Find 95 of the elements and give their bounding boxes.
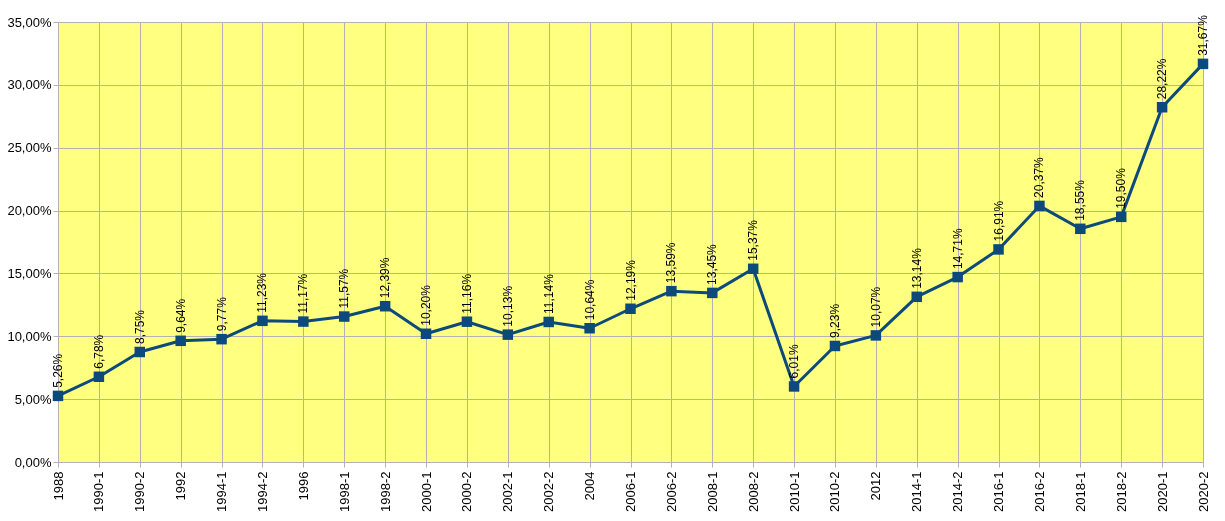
x-tick-label: 1998-2: [377, 471, 393, 512]
data-label: 11,23%: [255, 272, 270, 313]
y-tick-label: 25,00%: [7, 140, 52, 156]
x-tick-label: 1994-2: [254, 471, 270, 512]
x-tick-label: 2008-1: [704, 471, 720, 512]
x-tick-label: 2020-2: [1195, 471, 1211, 512]
point: [666, 285, 677, 297]
point: [707, 287, 718, 299]
x-tick-label: 2002-2: [541, 471, 557, 512]
data-label: 9,23%: [827, 303, 842, 338]
x-tick-label: 1988: [50, 471, 66, 501]
y-tick-label: 0,00%: [14, 454, 52, 470]
x-tick-label: 1996: [295, 471, 311, 501]
point: [625, 303, 636, 314]
x-tick-label: 2008-2: [745, 471, 761, 512]
x-tick-label: 2004: [582, 471, 598, 501]
data-label: 20,37%: [1032, 156, 1047, 198]
point: [1075, 223, 1086, 235]
data-label: 12,39%: [378, 257, 393, 299]
data-label: 18,55%: [1073, 179, 1088, 221]
x-tick-label: 2002-1: [500, 471, 516, 512]
point: [93, 371, 105, 383]
x-tick-label: 2016-1: [991, 471, 1007, 512]
point: [1034, 200, 1045, 212]
point: [1156, 101, 1168, 113]
x-tick-label: 2010-2: [827, 471, 843, 512]
point: [216, 333, 227, 345]
y-tick-label: 15,00%: [7, 265, 52, 281]
data-label: 9,77%: [214, 296, 229, 332]
point: [461, 316, 473, 327]
point: [175, 335, 186, 347]
point: [134, 346, 146, 358]
y-tick-label: 5,00%: [14, 391, 52, 407]
data-label: 8,75%: [132, 309, 147, 344]
point: [420, 328, 432, 340]
x-tick-label: 2010-1: [786, 471, 802, 512]
point: [747, 263, 759, 275]
data-label: 6,01%: [787, 344, 802, 379]
data-label: 10,64%: [582, 279, 597, 321]
data-label: 12,19%: [623, 259, 638, 301]
x-tick-label: 2006-2: [663, 471, 679, 512]
point: [1197, 58, 1209, 70]
x-tick-label: 2018-1: [1072, 471, 1088, 512]
data-label: 13,14%: [909, 247, 924, 289]
point: [584, 323, 595, 334]
data-label: 10,07%: [868, 286, 883, 328]
point: [952, 271, 963, 283]
point: [1115, 211, 1127, 223]
data-label: 16,91%: [991, 200, 1006, 242]
data-label: 11,14%: [541, 273, 556, 314]
y-tick-label: 35,00%: [7, 14, 52, 30]
x-tick-label: 1990-1: [91, 471, 107, 512]
x-tick-label: 2014-1: [909, 471, 925, 512]
data-label: 11,17%: [296, 273, 311, 314]
data-label: 10,20%: [419, 284, 434, 326]
x-tick-label: 2000-1: [418, 471, 434, 512]
x-tick-label: 1994-1: [214, 471, 230, 512]
data-label: 13,59%: [664, 242, 679, 284]
data-label: 10,13%: [500, 285, 515, 327]
data-label: 6,78%: [91, 334, 106, 369]
data-label: 13,45%: [705, 243, 720, 285]
x-tick-label: 2016-2: [1031, 471, 1047, 512]
point: [829, 340, 841, 352]
y-tick-label: 30,00%: [7, 77, 52, 93]
point: [52, 390, 64, 402]
x-tick-label: 2012: [868, 471, 884, 501]
y-tick-label: 10,00%: [7, 328, 52, 344]
point: [543, 316, 554, 328]
data-label: 14,71%: [950, 228, 965, 270]
x-tick-label: 2018-2: [1113, 471, 1129, 512]
data-label: 28,22%: [1155, 58, 1170, 100]
data-label: 11,16%: [459, 273, 474, 314]
x-tick-label: 1998-1: [336, 471, 352, 512]
x-tick-label: 1992: [173, 471, 189, 501]
data-label: 5,26%: [51, 353, 65, 388]
y-tick-label: 20,00%: [7, 203, 52, 219]
data-label: 19,50%: [1114, 167, 1129, 209]
point: [379, 301, 391, 312]
point: [870, 330, 882, 341]
point: [257, 315, 268, 327]
point: [502, 329, 514, 340]
x-tick-label: 2000-2: [459, 471, 475, 512]
data-label: 15,37%: [746, 219, 761, 261]
x-tick-label: 2006-1: [623, 471, 638, 512]
point: [788, 381, 800, 392]
data-label: 9,64%: [173, 298, 188, 333]
x-tick-label: 2014-2: [950, 471, 966, 512]
point: [911, 291, 922, 303]
point: [993, 244, 1004, 255]
x-tick-label: 1990-2: [132, 471, 148, 512]
x-tick-label: 2020-1: [1154, 471, 1170, 512]
data-label: 31,67%: [1196, 14, 1210, 56]
point: [339, 311, 350, 322]
point: [298, 316, 309, 327]
data-label: 11,57%: [337, 268, 352, 309]
